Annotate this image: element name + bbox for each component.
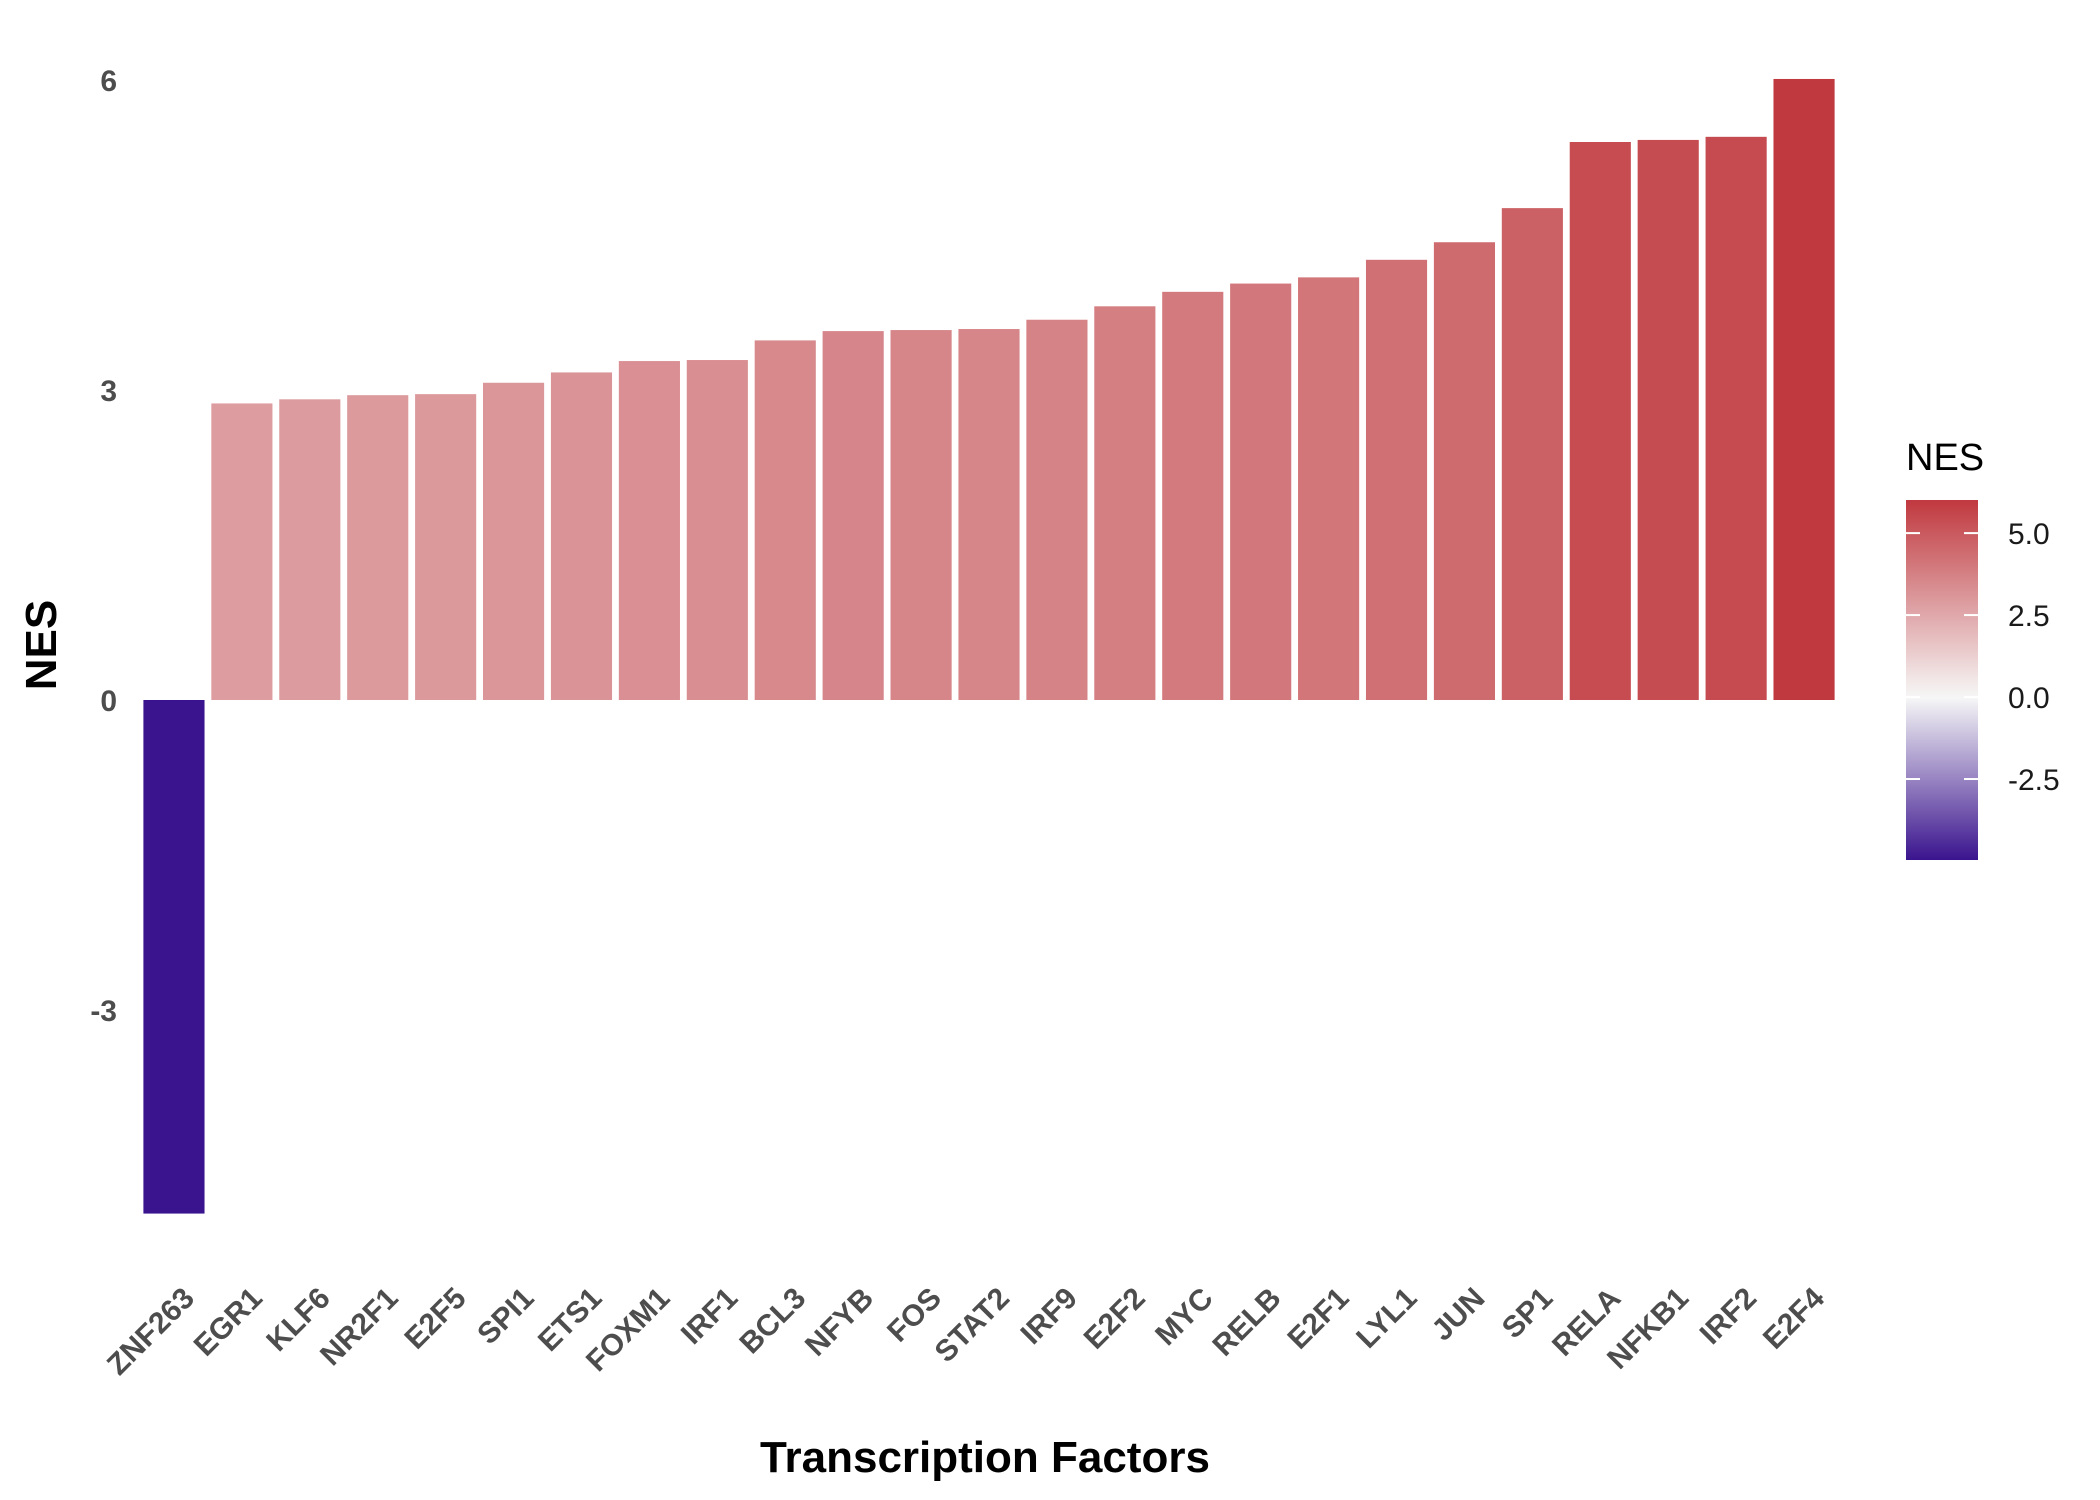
legend-tick-label: 2.5 (2008, 600, 2050, 633)
bar-stat2 (958, 329, 1020, 700)
bar-rela (1569, 142, 1631, 700)
x-tick-label: SPI1 (471, 1282, 540, 1351)
bar-foxm1 (618, 361, 680, 700)
bar-nr2f1 (347, 395, 409, 700)
x-tick-label: E2F1 (1282, 1282, 1356, 1356)
x-tick-label: RELB (1207, 1282, 1288, 1363)
x-tick-label: BCL3 (733, 1282, 812, 1361)
bar-irf9 (1026, 319, 1088, 700)
bar-lyl1 (1365, 259, 1428, 700)
bar-znf263 (143, 700, 205, 1214)
bar-irf1 (686, 360, 748, 700)
x-tick-label: IRF9 (1015, 1282, 1084, 1351)
bar-nfkb1 (1637, 139, 1699, 700)
bar-irf2 (1705, 136, 1767, 700)
x-tick-label: JUN (1426, 1282, 1492, 1348)
x-tick-label: E2F4 (1757, 1281, 1831, 1355)
x-tick-label: IRF1 (675, 1282, 744, 1351)
x-axis-title: Transcription Factors (760, 1433, 1210, 1482)
x-axis-ticks: ZNF263EGR1KLF6NR2F1E2F5SPI1ETS1FOXM1IRF1… (101, 1281, 1831, 1381)
legend: NES 5.0 2.5 0.0 -2.5 (1906, 437, 2060, 860)
x-tick-label: NFYB (799, 1282, 880, 1363)
legend-colorbar (1906, 500, 1978, 860)
y-tick-label: 6 (100, 65, 117, 98)
y-axis-ticks: -3 0 3 6 (90, 65, 117, 1028)
legend-tick-label: 5.0 (2008, 518, 2050, 551)
bar-fos (890, 330, 952, 700)
bar-sp1 (1501, 208, 1563, 700)
bars (143, 78, 1835, 1214)
y-tick-label: 3 (100, 375, 117, 408)
bar-nfyb (822, 331, 884, 700)
y-axis-title: NES (17, 600, 66, 690)
x-tick-label: ZNF263 (101, 1282, 201, 1382)
x-tick-label: E2F2 (1078, 1282, 1152, 1356)
x-tick-label: STAT2 (929, 1282, 1016, 1369)
bar-e2f1 (1298, 277, 1360, 700)
y-tick-label: -3 (90, 995, 117, 1028)
bar-egr1 (211, 403, 273, 700)
bar-myc (1162, 291, 1224, 700)
y-tick-label: 0 (100, 685, 117, 718)
x-tick-label: E2F5 (399, 1282, 473, 1356)
legend-ticks: 5.0 2.5 0.0 -2.5 (1906, 518, 2060, 797)
bar-bcl3 (754, 340, 816, 700)
x-tick-label: LYL1 (1350, 1282, 1423, 1355)
bar-e2f2 (1094, 306, 1156, 700)
bar-spi1 (483, 382, 545, 700)
legend-tick-label: 0.0 (2008, 682, 2050, 715)
bar-relb (1230, 283, 1292, 700)
x-tick-label: EGR1 (188, 1282, 269, 1363)
bar-e2f4 (1773, 78, 1835, 701)
bar-klf6 (279, 399, 341, 700)
legend-title: NES (1906, 437, 1984, 479)
legend-tick-label: -2.5 (2008, 764, 2060, 797)
x-tick-label: IRF2 (1694, 1282, 1763, 1351)
bar-e2f5 (415, 394, 477, 700)
bar-ets1 (550, 372, 613, 700)
bar-jun (1433, 242, 1496, 701)
x-tick-label: NR2F1 (314, 1282, 405, 1373)
